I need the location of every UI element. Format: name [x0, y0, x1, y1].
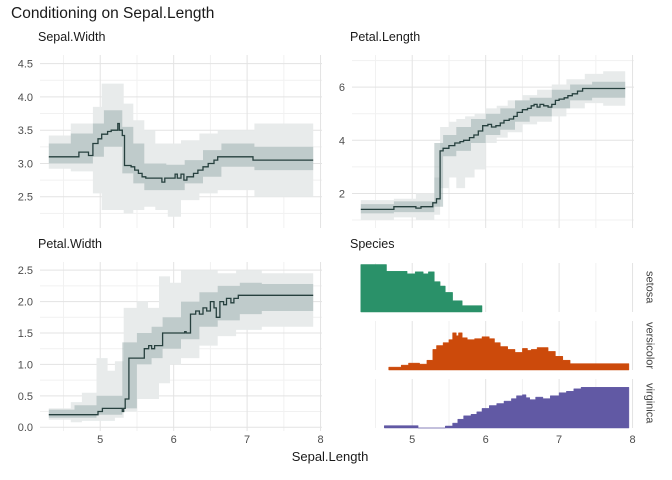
confidence-band-outer: [48, 270, 314, 423]
tick-label: 0.5: [18, 391, 33, 403]
tick-label: 6: [483, 434, 489, 446]
tick-label: 4.5: [18, 59, 33, 71]
step-line: [360, 87, 626, 211]
x-axis-title: Sepal.Length: [291, 449, 369, 464]
facet-strip-setosa: setosa: [643, 271, 656, 304]
tick-label: 0.0: [18, 422, 33, 434]
density-area-virginica: [384, 387, 630, 429]
tick-label: 7: [556, 434, 562, 446]
confidence-band-inner: [360, 81, 626, 214]
tick-label: 4: [339, 135, 345, 147]
tick-label: 5: [97, 434, 103, 446]
tick-label: 1.0: [18, 359, 33, 371]
confidence-band-outer: [48, 83, 314, 217]
tick-label: 4.0: [18, 92, 33, 104]
step-line: [48, 294, 314, 416]
facet-strip-versicolor: versicolor: [643, 321, 656, 370]
tick-label: 3.0: [18, 158, 33, 170]
tick-label: 7: [244, 434, 250, 446]
confidence-band-inner: [48, 282, 314, 418]
panel-title-sepal-width: Sepal.Width: [38, 30, 106, 44]
tick-label: 2: [339, 188, 345, 200]
tick-label: 2.5: [18, 265, 33, 277]
chart-title: Conditioning on Sepal.Length: [11, 5, 215, 22]
facet-strip-virginica: virginica: [643, 383, 656, 424]
density-area-setosa: [360, 264, 483, 313]
tick-label: 5: [409, 434, 415, 446]
confidence-band-outer: [360, 71, 626, 220]
panel-title-petal-width: Petal.Width: [38, 237, 102, 251]
tick-label: 6: [339, 82, 345, 94]
tick-label: 2.5: [18, 192, 33, 204]
tick-label: 2.0: [18, 297, 33, 309]
tick-label: 1.5: [18, 328, 33, 340]
tick-label: 6: [171, 434, 177, 446]
panel-title-species: Species: [350, 237, 395, 251]
tick-label: 8: [317, 434, 323, 446]
tick-label: 8: [629, 434, 635, 446]
tick-label: 3.5: [18, 125, 33, 137]
step-line: [48, 122, 314, 183]
panel-title-petal-length: Petal.Length: [350, 30, 421, 44]
density-area-versicolor: [388, 332, 630, 371]
